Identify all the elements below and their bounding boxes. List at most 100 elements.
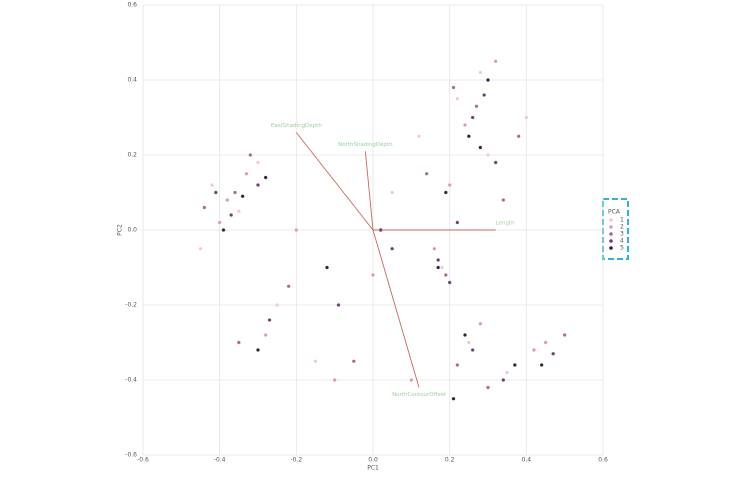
- point: [466, 340, 471, 345]
- point: [256, 160, 260, 165]
- point: [221, 228, 226, 232]
- point: [543, 340, 548, 345]
- loading-label: Length: [496, 221, 515, 227]
- point: [202, 205, 207, 210]
- point: [213, 190, 218, 195]
- point: [390, 190, 395, 195]
- x-axis-label: PC1: [367, 465, 379, 472]
- point: [217, 220, 222, 225]
- point: [478, 145, 483, 150]
- x-tick-label: 0.6: [598, 457, 608, 464]
- point: [440, 265, 444, 270]
- point: [474, 104, 479, 109]
- y-tick-label: 0.0: [127, 227, 137, 234]
- loading-arrow: [372, 229, 420, 388]
- x-tick-label: -0.2: [290, 457, 302, 464]
- point: [501, 198, 506, 202]
- point: [286, 284, 291, 289]
- point: [516, 134, 521, 139]
- point: [225, 198, 230, 202]
- point: [294, 228, 299, 232]
- point: [390, 246, 395, 251]
- point: [455, 220, 460, 225]
- point: [244, 171, 249, 176]
- loading-arrow: [364, 151, 374, 231]
- legend-swatch: [609, 225, 613, 229]
- legend-swatch: [609, 239, 613, 243]
- legend-title: PCA: [608, 209, 621, 216]
- point: [482, 93, 487, 97]
- loading-label: NorthShadingDepth: [338, 142, 393, 148]
- point: [470, 348, 475, 352]
- point: [501, 378, 506, 382]
- legend-swatch: [609, 232, 613, 236]
- point: [436, 258, 441, 262]
- legend-label: 2: [620, 224, 624, 231]
- point: [539, 363, 544, 367]
- point: [371, 273, 375, 277]
- point: [256, 183, 260, 187]
- loading-label: NorthContourOffset: [392, 392, 447, 398]
- legend-swatch: [609, 218, 613, 222]
- legend-label: 4: [620, 238, 624, 245]
- point: [486, 78, 490, 82]
- point: [263, 175, 268, 180]
- point: [463, 333, 467, 337]
- point: [424, 171, 429, 176]
- y-tick-label: -0.6: [125, 452, 137, 459]
- point: [236, 340, 241, 345]
- point: [236, 209, 241, 214]
- point: [512, 363, 517, 367]
- legend-swatch: [609, 246, 613, 250]
- x-tick-label: -0.6: [137, 457, 149, 464]
- point: [478, 321, 483, 326]
- loading-label: EastShadingDepth: [271, 123, 322, 129]
- x-tick-label: 0.2: [445, 457, 455, 464]
- point: [240, 194, 245, 199]
- y-tick-label: 0.4: [127, 77, 137, 84]
- x-tick-label: -0.4: [214, 457, 226, 464]
- point: [233, 190, 237, 195]
- point: [198, 246, 203, 251]
- point: [443, 273, 448, 277]
- point: [505, 370, 510, 375]
- y-tick-label: -0.2: [125, 302, 137, 309]
- point: [463, 123, 467, 127]
- y-tick-label: 0.6: [127, 2, 137, 9]
- x-tick-label: 0.0: [368, 457, 378, 464]
- point: [229, 213, 234, 217]
- point: [409, 378, 414, 382]
- legend-label: 3: [620, 231, 624, 238]
- point: [336, 303, 341, 307]
- y-axis-label: PC2: [117, 224, 124, 236]
- point: [267, 318, 272, 322]
- point: [256, 348, 260, 352]
- point: [417, 134, 421, 139]
- point: [275, 303, 280, 307]
- point: [532, 348, 536, 352]
- y-tick-label: -0.4: [125, 377, 137, 384]
- point: [447, 183, 452, 187]
- point: [470, 115, 475, 120]
- point: [443, 190, 448, 195]
- point: [351, 359, 356, 364]
- point: [436, 265, 441, 270]
- point: [493, 160, 498, 165]
- legend-label: 1: [620, 217, 624, 224]
- point: [455, 96, 460, 101]
- point: [451, 85, 456, 90]
- point: [447, 280, 452, 285]
- point: [210, 183, 214, 187]
- x-tick-label: 0.4: [522, 457, 532, 464]
- point: [313, 359, 318, 364]
- point: [562, 333, 567, 337]
- loading-arrow: [295, 132, 374, 231]
- point: [325, 265, 329, 270]
- point: [451, 396, 456, 401]
- point: [263, 333, 268, 337]
- point: [493, 59, 498, 64]
- point: [478, 70, 483, 75]
- point: [486, 385, 490, 390]
- point: [332, 378, 337, 382]
